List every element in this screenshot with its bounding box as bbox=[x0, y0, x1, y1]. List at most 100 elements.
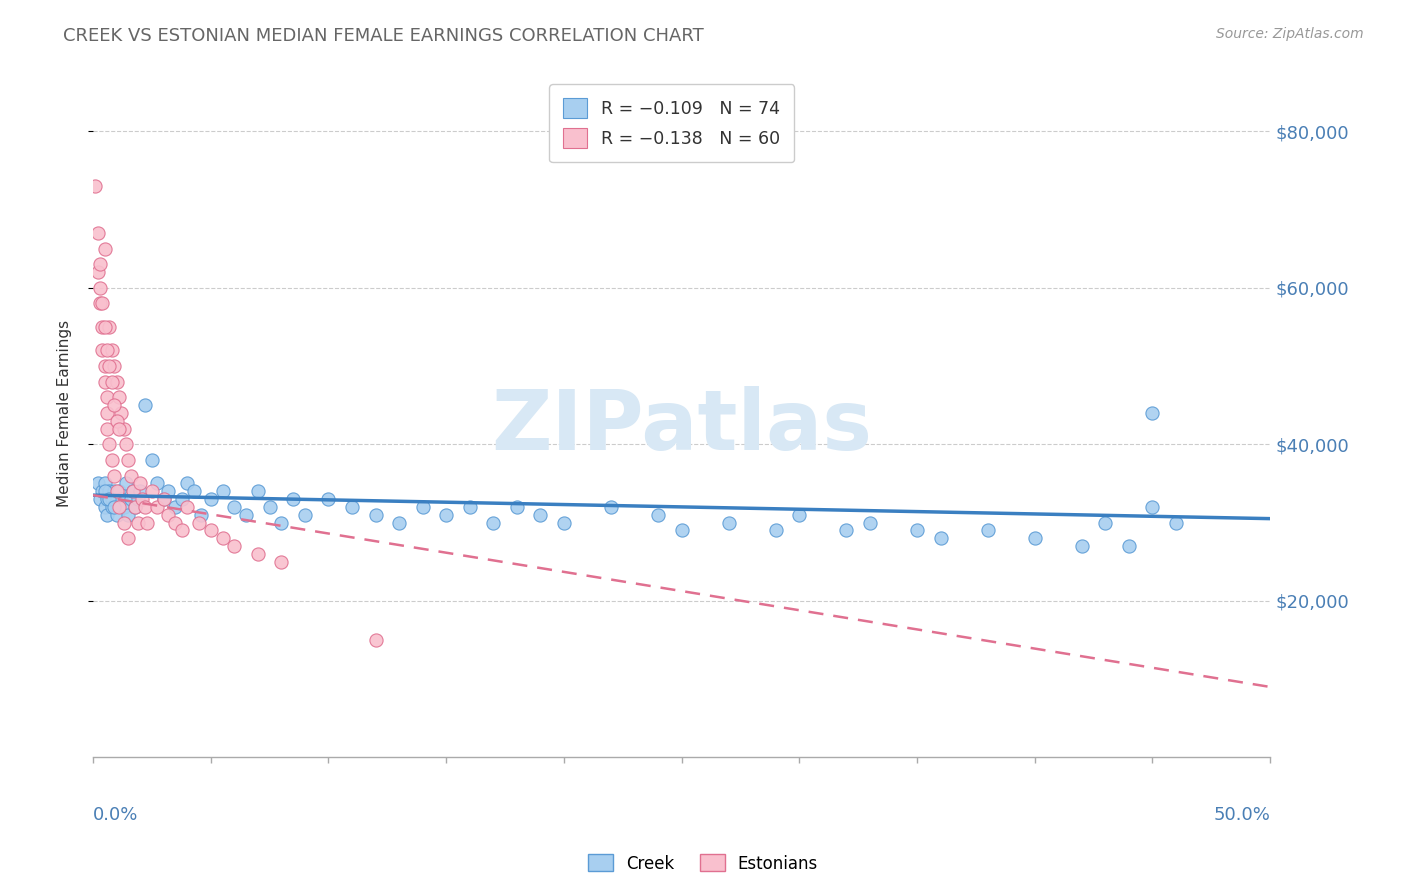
Point bbox=[157, 484, 180, 499]
Point bbox=[110, 491, 132, 506]
Point bbox=[122, 484, 145, 499]
Point bbox=[103, 359, 125, 373]
Point bbox=[905, 524, 928, 538]
Point bbox=[1094, 516, 1116, 530]
Point bbox=[131, 491, 153, 506]
Point bbox=[117, 508, 139, 522]
Point bbox=[101, 375, 124, 389]
Point bbox=[87, 226, 110, 240]
Legend: Creek, Estonians: Creek, Estonians bbox=[581, 847, 825, 880]
Point bbox=[1070, 539, 1092, 553]
Point bbox=[235, 508, 257, 522]
Point bbox=[647, 508, 669, 522]
Point bbox=[98, 437, 121, 451]
Point bbox=[134, 398, 156, 412]
Point bbox=[101, 491, 124, 506]
Point bbox=[96, 406, 118, 420]
Point bbox=[84, 178, 107, 193]
Point bbox=[124, 500, 146, 514]
Point bbox=[108, 422, 131, 436]
Point bbox=[412, 500, 434, 514]
Point bbox=[129, 484, 152, 499]
Point bbox=[152, 491, 174, 506]
Point bbox=[98, 491, 121, 506]
Point bbox=[94, 319, 117, 334]
Point bbox=[671, 524, 693, 538]
Point bbox=[165, 500, 187, 514]
Point bbox=[929, 531, 952, 545]
Legend: R = −0.109   N = 74, R = −0.138   N = 60: R = −0.109 N = 74, R = −0.138 N = 60 bbox=[548, 84, 794, 162]
Point bbox=[91, 343, 114, 358]
Point bbox=[94, 484, 117, 499]
Point bbox=[89, 257, 111, 271]
Point bbox=[96, 343, 118, 358]
Point bbox=[103, 484, 125, 499]
Point bbox=[91, 296, 114, 310]
Point bbox=[96, 422, 118, 436]
Point bbox=[108, 484, 131, 499]
Point bbox=[141, 484, 163, 499]
Point bbox=[246, 484, 269, 499]
Point bbox=[105, 375, 128, 389]
Point bbox=[120, 491, 142, 506]
Point bbox=[270, 516, 292, 530]
Point bbox=[89, 281, 111, 295]
Text: 50.0%: 50.0% bbox=[1213, 805, 1270, 823]
Point bbox=[110, 406, 132, 420]
Point bbox=[157, 508, 180, 522]
Point bbox=[98, 484, 121, 499]
Point bbox=[87, 265, 110, 279]
Point bbox=[112, 516, 135, 530]
Point bbox=[89, 296, 111, 310]
Point bbox=[112, 500, 135, 514]
Point bbox=[94, 359, 117, 373]
Point bbox=[190, 508, 212, 522]
Point bbox=[94, 375, 117, 389]
Point bbox=[141, 453, 163, 467]
Point bbox=[529, 508, 551, 522]
Point bbox=[117, 531, 139, 545]
Point bbox=[172, 524, 194, 538]
Point bbox=[101, 453, 124, 467]
Point bbox=[134, 500, 156, 514]
Point bbox=[94, 476, 117, 491]
Point bbox=[127, 491, 149, 506]
Point bbox=[108, 390, 131, 404]
Point bbox=[103, 468, 125, 483]
Point bbox=[434, 508, 457, 522]
Point bbox=[259, 500, 281, 514]
Point bbox=[98, 359, 121, 373]
Point bbox=[270, 555, 292, 569]
Point bbox=[105, 414, 128, 428]
Point bbox=[318, 491, 340, 506]
Point bbox=[388, 516, 411, 530]
Point bbox=[200, 524, 222, 538]
Point bbox=[122, 484, 145, 499]
Point bbox=[859, 516, 882, 530]
Point bbox=[115, 476, 138, 491]
Point bbox=[165, 516, 187, 530]
Point bbox=[103, 398, 125, 412]
Point bbox=[224, 500, 246, 514]
Point bbox=[172, 491, 194, 506]
Point bbox=[101, 500, 124, 514]
Point bbox=[482, 516, 505, 530]
Point bbox=[246, 547, 269, 561]
Point bbox=[211, 484, 233, 499]
Text: CREEK VS ESTONIAN MEDIAN FEMALE EARNINGS CORRELATION CHART: CREEK VS ESTONIAN MEDIAN FEMALE EARNINGS… bbox=[63, 27, 704, 45]
Point bbox=[364, 632, 387, 647]
Point bbox=[105, 484, 128, 499]
Point bbox=[364, 508, 387, 522]
Point bbox=[136, 516, 159, 530]
Point bbox=[976, 524, 998, 538]
Text: ZIPatlas: ZIPatlas bbox=[491, 386, 872, 467]
Point bbox=[176, 476, 198, 491]
Point bbox=[91, 484, 114, 499]
Point bbox=[96, 508, 118, 522]
Point bbox=[340, 500, 363, 514]
Point bbox=[105, 491, 128, 506]
Point bbox=[117, 453, 139, 467]
Point bbox=[98, 319, 121, 334]
Point bbox=[188, 516, 211, 530]
Point bbox=[1118, 539, 1140, 553]
